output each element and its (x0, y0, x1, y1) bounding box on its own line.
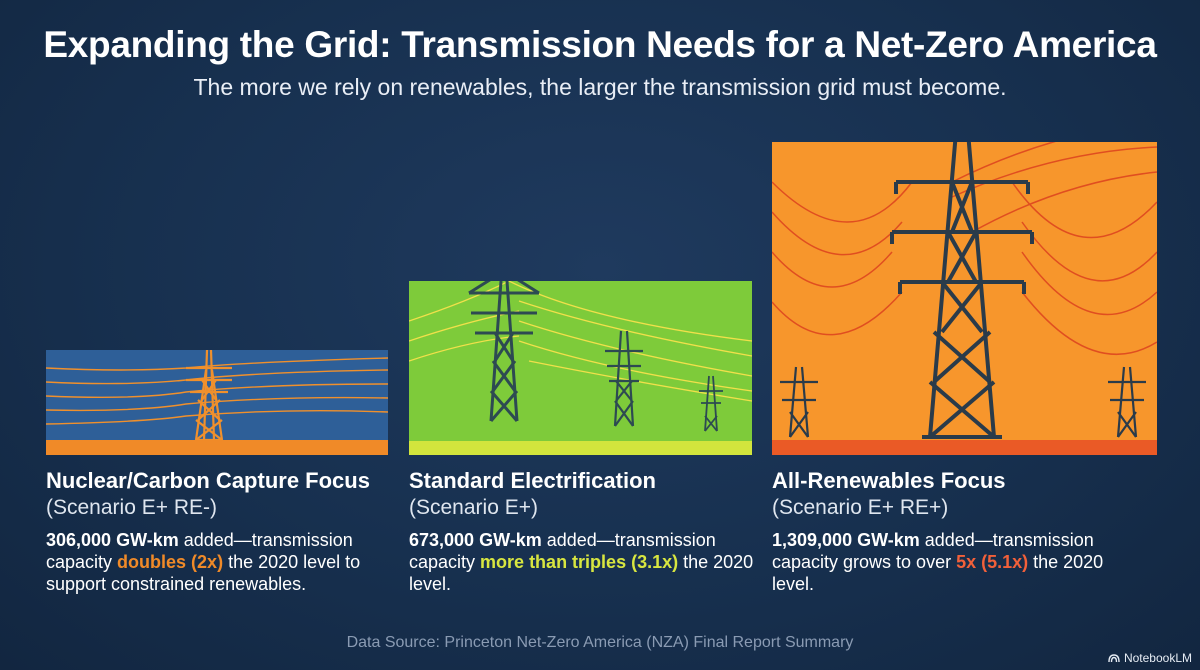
scenario-card-renewables: All-Renewables Focus (Scenario E+ RE+) 1… (772, 468, 1142, 595)
growth-highlight: doubles (2x) (117, 552, 224, 572)
data-source: Data Source: Princeton Net-Zero America … (346, 634, 854, 651)
scenario-card-nuclear: Nuclear/Carbon Capture Focus (Scenario E… (46, 468, 416, 595)
scenario-amount: 306,000 GW-km (46, 530, 179, 550)
transmission-tower-icon (46, 350, 388, 442)
scenario-panel-renewables (772, 142, 1157, 455)
scenario-description: 306,000 GW-km added—transmission capacit… (46, 529, 391, 595)
notebooklm-icon (1108, 653, 1120, 662)
description-text: the 2020 level to support constrained re… (46, 552, 361, 594)
page-subtitle: The more we rely on renewables, the larg… (193, 74, 1007, 100)
scenario-title: All-Renewables Focus (772, 468, 1006, 493)
growth-highlight: more than triples (3.1x) (480, 552, 679, 572)
description-text: added—transmission capacity (409, 530, 716, 572)
description-text: the 2020 level. (409, 552, 754, 594)
scenario-description: 1,309,000 GW-km added—transmission capac… (772, 529, 1117, 595)
transmission-tower-icon (772, 142, 1157, 439)
page-title: Expanding the Grid: Transmission Needs f… (43, 24, 1157, 65)
panel-base-strip (409, 441, 752, 455)
scenario-panel-electrification (409, 281, 752, 455)
description-text: the 2020 level. (772, 552, 1104, 594)
scenario-description: 673,000 GW-km added—transmission capacit… (409, 529, 754, 595)
transmission-tower-icon (409, 281, 752, 432)
scenario-panel-nuclear (46, 350, 388, 455)
scenario-code: (Scenario E+ RE-) (46, 496, 217, 519)
scenario-title: Nuclear/Carbon Capture Focus (46, 468, 370, 493)
brand-logo: NotebookLM (1108, 651, 1192, 665)
scenario-title: Standard Electrification (409, 468, 656, 493)
description-text: added—transmission capacity grows to ove… (772, 530, 1094, 572)
scenario-amount: 673,000 GW-km (409, 530, 542, 550)
scenario-code: (Scenario E+) (409, 496, 538, 519)
scenario-amount: 1,309,000 GW-km (772, 530, 920, 550)
panel-base-strip (46, 440, 388, 455)
brand-name: NotebookLM (1123, 651, 1192, 665)
scenario-code: (Scenario E+ RE+) (772, 496, 949, 519)
scenario-card-electrification: Standard Electrification (Scenario E+) 6… (409, 468, 779, 595)
description-text: added—transmission capacity (46, 530, 353, 572)
panel-base-strip (772, 440, 1157, 455)
growth-highlight: 5x (5.1x) (956, 552, 1029, 572)
